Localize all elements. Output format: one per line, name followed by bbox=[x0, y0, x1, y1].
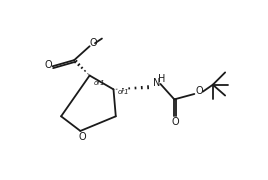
Text: or1: or1 bbox=[117, 89, 129, 95]
Text: O: O bbox=[171, 118, 179, 127]
Text: O: O bbox=[78, 132, 86, 142]
Text: N: N bbox=[153, 78, 160, 88]
Text: O: O bbox=[44, 60, 52, 71]
Text: H: H bbox=[158, 74, 166, 84]
Text: or1: or1 bbox=[94, 80, 105, 86]
Text: O: O bbox=[195, 86, 203, 96]
Text: O: O bbox=[90, 38, 97, 48]
